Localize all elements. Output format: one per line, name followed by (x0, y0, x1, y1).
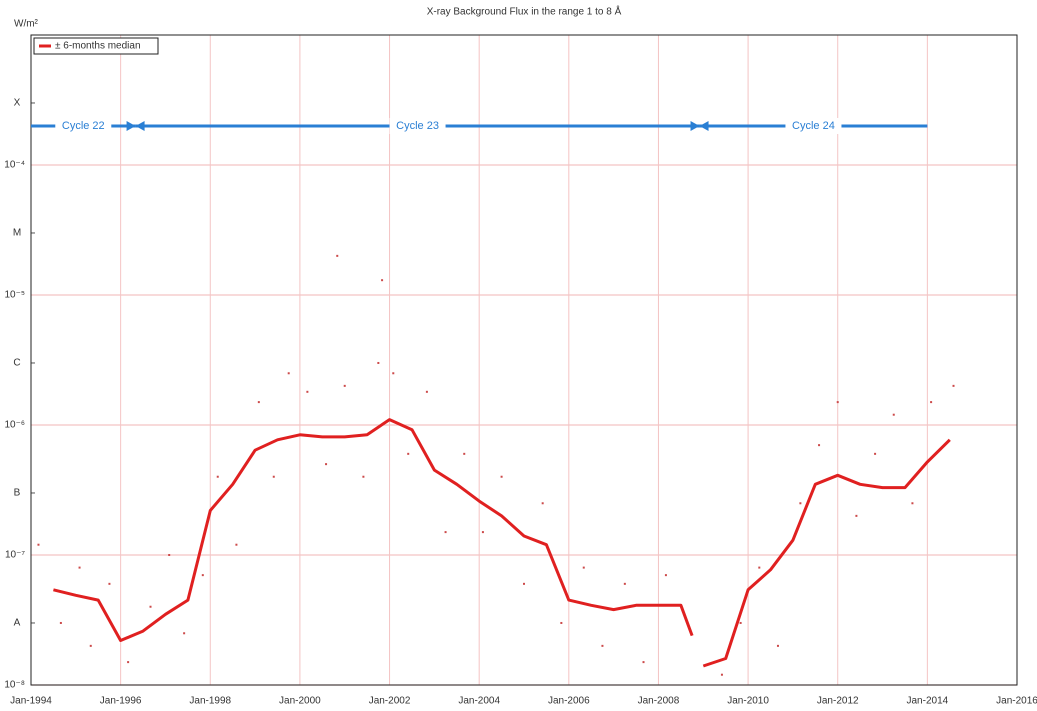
flux-point (952, 384, 955, 387)
flux-point (911, 502, 914, 505)
flux-point (930, 401, 933, 404)
cycle-label-bg (55, 118, 112, 134)
cycle-label-bg (389, 118, 446, 134)
flux-point (463, 452, 466, 455)
class-tick-label: X (14, 98, 21, 109)
flux-point (183, 632, 186, 635)
x-tick-label: Jan-2004 (458, 696, 500, 707)
flux-point (59, 621, 62, 624)
y-tick-label: 10⁻⁴ (4, 160, 25, 171)
flux-point (481, 531, 484, 534)
flux-point (664, 574, 667, 577)
flux-point (739, 621, 742, 624)
flux-point (216, 475, 219, 478)
x-tick-label: Jan-2016 (996, 696, 1037, 707)
flux-point (78, 566, 81, 569)
flux-point (836, 401, 839, 404)
flux-point (377, 361, 380, 364)
flux-point (336, 254, 339, 257)
y-axis-label: W/m² (14, 19, 39, 30)
flux-point (89, 644, 92, 647)
flux-point (257, 401, 260, 404)
flux-point (874, 452, 877, 455)
flux-point (381, 279, 384, 282)
y-tick-label: 10⁻⁸ (4, 680, 25, 691)
flux-point (582, 566, 585, 569)
flux-point (306, 390, 309, 393)
class-tick-label: B (14, 488, 21, 499)
flux-point (287, 372, 290, 375)
y-tick-label: 10⁻⁵ (4, 290, 25, 301)
x-tick-label: Jan-2014 (907, 696, 949, 707)
flux-point (720, 673, 723, 676)
class-tick-label: A (14, 618, 21, 629)
cycle-boundary (126, 121, 145, 131)
flux-point (500, 475, 503, 478)
flux-point (108, 582, 111, 585)
y-tick-label: 10⁻⁶ (4, 420, 25, 431)
flux-point (149, 605, 152, 608)
flux-point (392, 372, 395, 375)
legend-box (33, 37, 159, 55)
chart-title: X-ray Background Flux in the range 1 to … (427, 5, 622, 18)
cycle-label: Cycle 22 (62, 120, 105, 132)
x-tick-label: Jan-2010 (727, 696, 769, 707)
flux-point (37, 543, 40, 546)
x-tick-label: Jan-1994 (10, 696, 52, 707)
flux-point (325, 463, 328, 466)
flux-point (560, 621, 563, 624)
flux-point (444, 531, 447, 534)
class-tick-label: C (13, 358, 20, 369)
legend: ± 6-months median (33, 37, 159, 55)
x-tick-label: Jan-1998 (189, 696, 231, 707)
x-tick-label: Jan-2002 (369, 696, 411, 707)
flux-point (818, 444, 821, 447)
cycle-label: Cycle 23 (396, 120, 439, 132)
flux-point (523, 582, 525, 585)
x-tick-label: Jan-1996 (100, 696, 142, 707)
plot-frame (30, 34, 1018, 686)
flux-point (642, 661, 645, 664)
flux-point (343, 384, 346, 387)
cycle-label: Cycle 24 (792, 120, 835, 132)
class-tick-label: M (13, 228, 21, 239)
flux-point (407, 452, 410, 455)
cycle-boundary (690, 121, 709, 131)
legend-label: ± 6-months median (55, 41, 141, 52)
flux-point (272, 475, 275, 478)
x-tick-label: Jan-2000 (279, 696, 321, 707)
flux-point (892, 413, 895, 416)
x-tick-label: Jan-2006 (548, 696, 590, 707)
flux-point (362, 475, 365, 478)
x-tick-label: Jan-2012 (817, 696, 859, 707)
flux-point (235, 543, 238, 546)
cycle-label-bg (785, 118, 842, 134)
flux-point (855, 514, 858, 517)
y-tick-label: 10⁻⁷ (5, 550, 25, 561)
flux-point (758, 566, 761, 569)
flux-point (776, 644, 779, 647)
flux-point (623, 582, 626, 585)
flux-point (201, 574, 204, 577)
flux-point (168, 554, 171, 556)
flux-point (425, 390, 428, 393)
flux-point (541, 502, 544, 505)
flux-point (601, 644, 604, 647)
median-line (53, 418, 951, 668)
flux-point (127, 661, 130, 664)
x-tick-label: Jan-2008 (638, 696, 680, 707)
flux-point (799, 502, 802, 505)
